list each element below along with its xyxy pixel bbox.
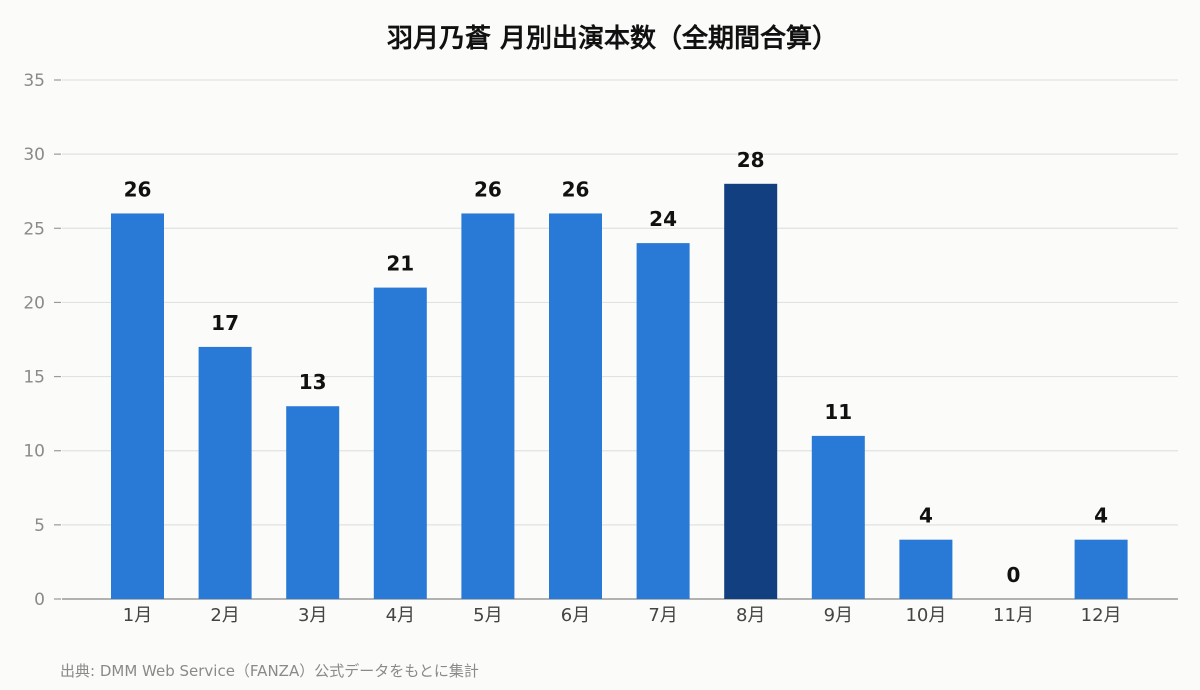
y-tick-label: 35 [23,71,45,91]
value-label: 26 [124,177,152,201]
chart-title: 羽月乃蒼 月別出演本数（全期間合算） [386,24,839,54]
bar [549,213,602,599]
value-label: 26 [562,177,590,201]
bar [461,213,515,599]
x-tick-label: 9月 [824,605,853,626]
value-label: 17 [211,311,239,335]
x-tick-label: 1月 [123,605,152,626]
bar [198,346,252,599]
x-tick-label: 10月 [905,605,946,626]
y-tick-label: 5 [34,516,45,536]
bar [724,183,778,600]
x-tick-label: 12月 [1081,605,1122,626]
x-tick-label: 11月 [993,605,1034,626]
y-tick-label: 10 [23,442,45,462]
value-label: 4 [1094,504,1108,528]
value-label: 4 [919,504,933,528]
value-label: 21 [386,252,414,276]
bar [1074,539,1128,599]
value-label: 24 [649,207,677,231]
value-label: 11 [824,400,852,424]
bar [899,539,953,599]
value-label: 26 [474,177,502,201]
bar [636,243,690,599]
x-tick-label: 6月 [561,605,590,626]
bar [111,213,164,599]
y-tick-label: 30 [23,145,45,165]
y-tick-label: 25 [23,219,45,239]
value-label: 28 [737,148,765,172]
value-label: 13 [299,370,327,394]
bar [811,435,865,599]
x-tick-label: 2月 [210,605,239,626]
bar [373,287,427,599]
bar [286,406,340,599]
y-tick-label: 20 [23,293,45,313]
x-tick-label: 5月 [473,605,502,626]
y-tick-label: 15 [23,368,45,388]
value-label: 0 [1007,563,1021,587]
x-tick-label: 7月 [648,605,677,626]
x-tick-label: 4月 [386,605,415,626]
y-tick-label: 0 [34,590,45,610]
source-note: 出典: DMM Web Service（FANZA）公式データをもとに集計 [60,662,479,680]
x-tick-label: 8月 [736,605,765,626]
x-tick-label: 3月 [298,605,327,626]
